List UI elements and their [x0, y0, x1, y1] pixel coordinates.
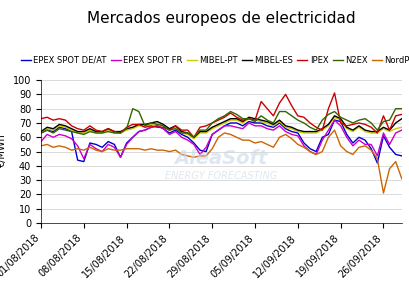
MIBEL-PT	[130, 127, 135, 130]
EPEX SPOT FR	[81, 157, 86, 160]
EPEX SPOT DE/AT	[142, 128, 147, 132]
MIBEL-ES	[191, 136, 196, 139]
EPEX SPOT DE/AT	[374, 161, 379, 165]
EPEX SPOT FR	[160, 127, 165, 130]
EPEX SPOT FR	[136, 130, 141, 133]
EPEX SPOT FR	[38, 140, 43, 143]
EPEX SPOT DE/AT	[264, 124, 269, 128]
Legend: EPEX SPOT DE/AT, EPEX SPOT FR, MIBEL-PT, MIBEL-ES, IPEX, N2EX, NordPool: EPEX SPOT DE/AT, EPEX SPOT FR, MIBEL-PT,…	[20, 56, 409, 65]
NordPool	[398, 177, 403, 180]
IPEX	[398, 113, 403, 116]
NordPool	[38, 144, 43, 148]
MIBEL-PT	[270, 124, 275, 128]
Line: EPEX SPOT DE/AT: EPEX SPOT DE/AT	[41, 120, 401, 163]
EPEX SPOT DE/AT	[38, 131, 43, 135]
N2EX	[38, 131, 43, 135]
Text: ENERGY FORECASTING: ENERGY FORECASTING	[165, 171, 277, 181]
MIBEL-PT	[142, 124, 147, 128]
MIBEL-ES	[160, 123, 165, 126]
IPEX	[142, 126, 147, 129]
MIBEL-PT	[154, 121, 159, 125]
MIBEL-ES	[130, 126, 135, 129]
N2EX	[148, 121, 153, 125]
MIBEL-ES	[142, 123, 147, 126]
IPEX	[154, 126, 159, 129]
EPEX SPOT DE/AT	[154, 124, 159, 128]
NordPool	[130, 147, 135, 150]
MIBEL-PT	[160, 124, 165, 128]
MIBEL-ES	[398, 117, 403, 120]
Line: NordPool: NordPool	[41, 130, 401, 193]
NordPool	[142, 148, 147, 152]
MIBEL-PT	[38, 131, 43, 135]
EPEX SPOT DE/AT	[130, 136, 135, 139]
NordPool	[264, 143, 269, 146]
IPEX	[270, 114, 275, 118]
N2EX	[276, 110, 281, 113]
Line: N2EX: N2EX	[41, 109, 401, 137]
Text: AleaSoft: AleaSoft	[174, 149, 267, 168]
MIBEL-ES	[99, 130, 104, 133]
N2EX	[136, 110, 141, 113]
Y-axis label: €/MWh: €/MWh	[0, 135, 7, 168]
MIBEL-PT	[331, 116, 336, 119]
NordPool	[160, 148, 165, 152]
NordPool	[380, 191, 385, 195]
Line: EPEX SPOT FR: EPEX SPOT FR	[41, 120, 401, 159]
IPEX	[38, 117, 43, 120]
N2EX	[160, 124, 165, 128]
EPEX SPOT FR	[166, 133, 171, 136]
EPEX SPOT FR	[398, 128, 403, 132]
IPEX	[331, 91, 336, 95]
NordPool	[331, 128, 336, 132]
EPEX SPOT DE/AT	[99, 146, 104, 149]
IPEX	[130, 123, 135, 126]
Text: Mercados europeos de electricidad: Mercados europeos de electricidad	[87, 11, 355, 26]
EPEX SPOT FR	[148, 126, 153, 129]
Line: IPEX: IPEX	[41, 93, 401, 137]
IPEX	[160, 126, 165, 129]
EPEX SPOT DE/AT	[398, 154, 403, 158]
EPEX SPOT DE/AT	[331, 118, 336, 122]
EPEX SPOT FR	[106, 143, 110, 146]
MIBEL-PT	[99, 131, 104, 135]
MIBEL-ES	[331, 114, 336, 118]
NordPool	[99, 150, 104, 153]
MIBEL-ES	[38, 130, 43, 133]
N2EX	[398, 107, 403, 110]
MIBEL-ES	[154, 120, 159, 123]
N2EX	[99, 131, 104, 135]
Line: MIBEL-PT: MIBEL-PT	[41, 117, 401, 139]
MIBEL-PT	[191, 137, 196, 140]
MIBEL-ES	[270, 123, 275, 126]
N2EX	[130, 107, 135, 110]
IPEX	[99, 130, 104, 133]
IPEX	[191, 136, 196, 139]
NordPool	[154, 148, 159, 152]
EPEX SPOT FR	[331, 118, 336, 122]
N2EX	[166, 128, 171, 132]
EPEX SPOT FR	[270, 128, 275, 132]
MIBEL-PT	[398, 126, 403, 129]
Line: MIBEL-ES: MIBEL-ES	[41, 116, 401, 137]
EPEX SPOT DE/AT	[160, 127, 165, 130]
N2EX	[191, 136, 196, 139]
